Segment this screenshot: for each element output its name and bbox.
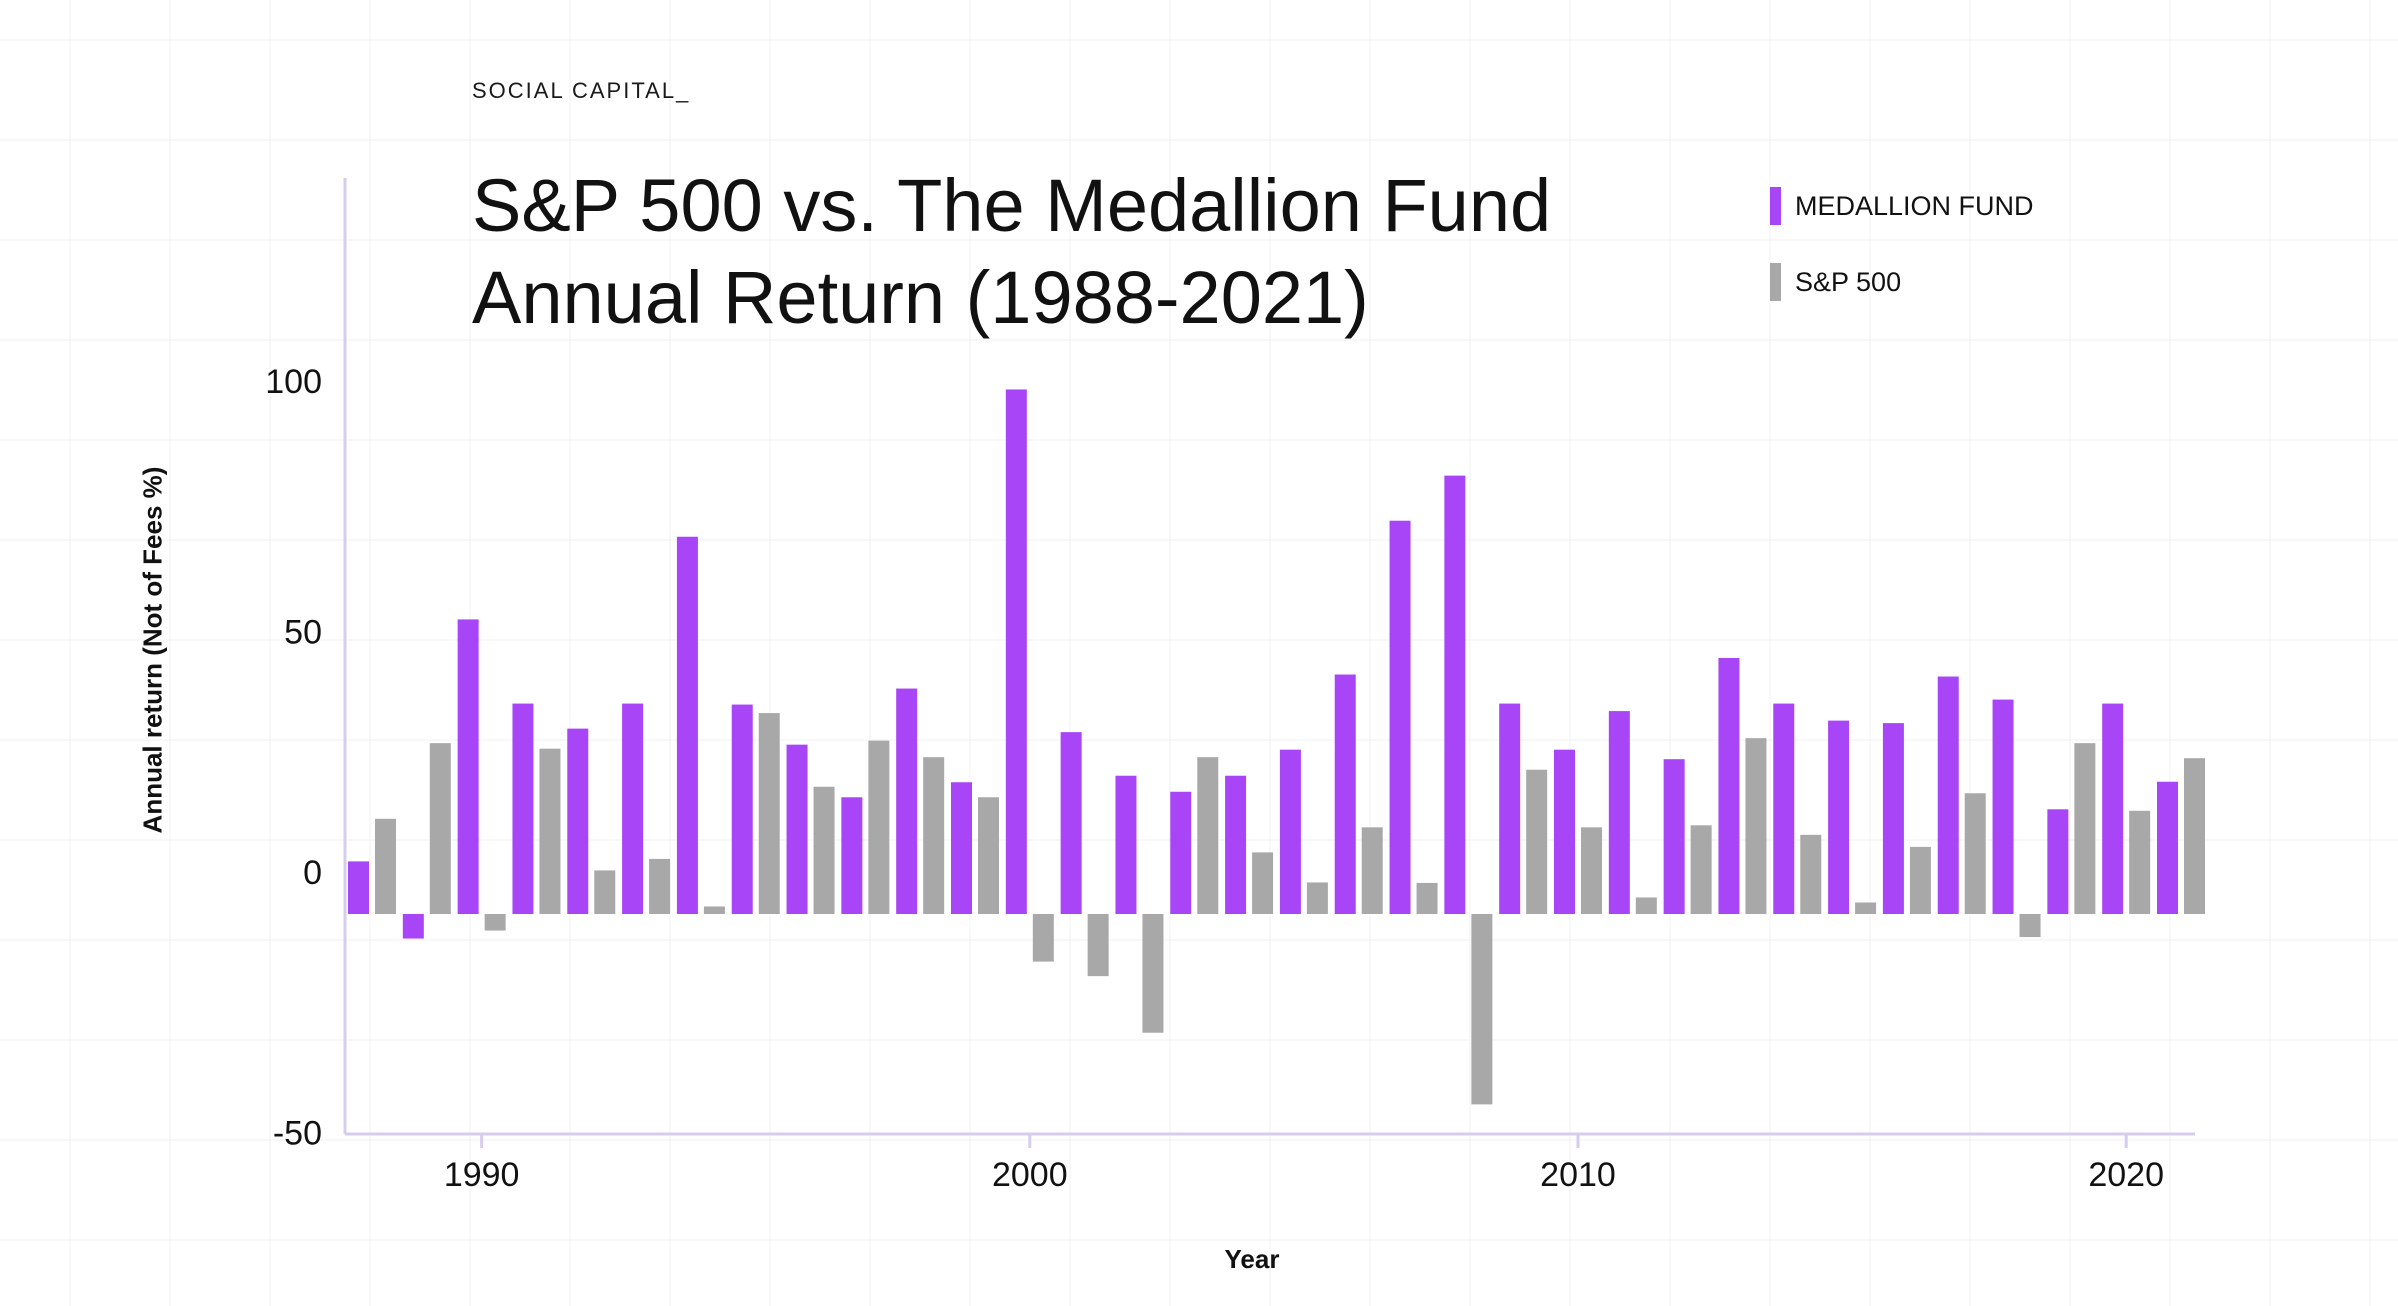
y-tick-label: -50	[273, 1115, 322, 1153]
medallion-bar	[1828, 720, 1850, 914]
medallion-bar	[1005, 389, 1027, 914]
medallion-bar	[1937, 676, 1959, 914]
sp500-bar	[539, 748, 561, 914]
medallion-bar	[1279, 749, 1301, 914]
legend-swatch-medallion	[1770, 187, 1781, 225]
sp500-bar	[1416, 882, 1438, 914]
x-tick-label: 1990	[444, 1156, 520, 1194]
medallion-bar	[1225, 775, 1247, 914]
medallion-bar	[1882, 723, 1904, 914]
medallion-bar	[1334, 674, 1356, 914]
legend-label-medallion: MEDALLION FUND	[1795, 190, 2034, 221]
medallion-bar	[1554, 749, 1575, 914]
medallion-bar	[1773, 703, 1795, 914]
chart-title-line-2: Annual Return (1988-2021)	[472, 256, 1369, 339]
medallion-bar	[1170, 791, 1192, 914]
sp500-bar	[2184, 758, 2205, 914]
sp500-bar	[1855, 902, 1877, 914]
x-axis-label: Year	[1224, 1244, 1280, 1274]
medallion-bar	[1060, 732, 1082, 914]
sp500-bar	[1964, 793, 1986, 914]
medallion-bar	[512, 703, 534, 914]
legend-label-sp500: S&P 500	[1795, 266, 1902, 297]
medallion-bar	[786, 744, 808, 914]
medallion-bar	[1115, 775, 1137, 914]
medallion-bar	[841, 797, 863, 914]
y-tick-label: 0	[303, 854, 322, 892]
sp500-bar	[1142, 914, 1164, 1033]
medallion-bar	[567, 728, 589, 914]
sp500-bar	[1909, 846, 1931, 914]
sp500-bar	[1635, 897, 1657, 914]
medallion-bar	[348, 861, 369, 914]
x-tick-label: 2000	[992, 1156, 1068, 1194]
medallion-bar	[951, 782, 972, 914]
sp500-bar	[484, 914, 506, 931]
sp500-bar	[1361, 827, 1383, 914]
legend-item-sp500[interactable]: S&P 500	[1770, 262, 2034, 302]
medallion-bar	[2047, 809, 2069, 914]
medallion-bar	[1389, 520, 1411, 914]
medallion-bar	[1718, 657, 1740, 914]
medallion-bar	[1663, 759, 1685, 914]
medallion-bar	[457, 619, 479, 914]
sp500-bar	[1087, 914, 1109, 977]
legend-swatch-sp500	[1770, 263, 1781, 301]
medallion-bar	[1608, 711, 1630, 914]
legend-item-medallion[interactable]: MEDALLION FUND	[1770, 186, 2034, 226]
medallion-bar	[2157, 781, 2178, 914]
sp500-bar	[1526, 769, 1548, 914]
medallion-bar	[1499, 703, 1521, 914]
medallion-bar	[731, 704, 753, 914]
sp500-bar	[1581, 827, 1602, 914]
chart-title-line-1: S&P 500 vs. The Medallion Fund	[472, 164, 1552, 247]
y-tick-label: 100	[265, 363, 322, 401]
medallion-bar	[622, 703, 644, 914]
sp500-bar	[1690, 825, 1712, 914]
sp500-bar	[1471, 914, 1493, 1105]
sp500-bar	[594, 870, 616, 914]
sp500-bar	[868, 740, 890, 914]
medallion-bar	[676, 536, 698, 914]
medallion-bar	[2102, 703, 2124, 914]
x-tick-label: 2020	[2088, 1156, 2164, 1194]
sp500-bar	[978, 797, 999, 914]
medallion-bar	[1992, 699, 2014, 914]
sp500-bar	[2129, 810, 2151, 914]
x-tick-label: 2010	[1540, 1156, 1616, 1194]
sp500-bar	[1032, 914, 1054, 962]
sp500-bar	[923, 757, 945, 914]
sp500-bar	[649, 858, 671, 914]
sp500-bar	[2074, 743, 2096, 914]
medallion-bar	[1444, 475, 1466, 914]
medallion-bar	[402, 914, 424, 939]
legend: MEDALLION FUND S&P 500	[1770, 186, 2034, 338]
brand-logo-text: SOCIAL CAPITAL_	[472, 78, 691, 103]
sp500-bar	[758, 713, 780, 914]
sp500-bar	[375, 818, 396, 914]
y-tick-label: 50	[284, 614, 322, 652]
medallion-bar	[896, 688, 918, 914]
chart-title: S&P 500 vs. The Medallion Fund Annual Re…	[472, 160, 1672, 344]
sp500-bar	[1745, 738, 1767, 914]
sp500-bar	[1800, 834, 1822, 914]
sp500-bar	[1252, 852, 1274, 914]
sp500-bar	[703, 906, 725, 914]
sp500-bar	[429, 743, 451, 914]
sp500-bar	[1306, 882, 1328, 914]
sp500-bar	[2019, 914, 2041, 938]
sp500-bar	[1197, 757, 1219, 914]
sp500-bar	[813, 786, 835, 914]
